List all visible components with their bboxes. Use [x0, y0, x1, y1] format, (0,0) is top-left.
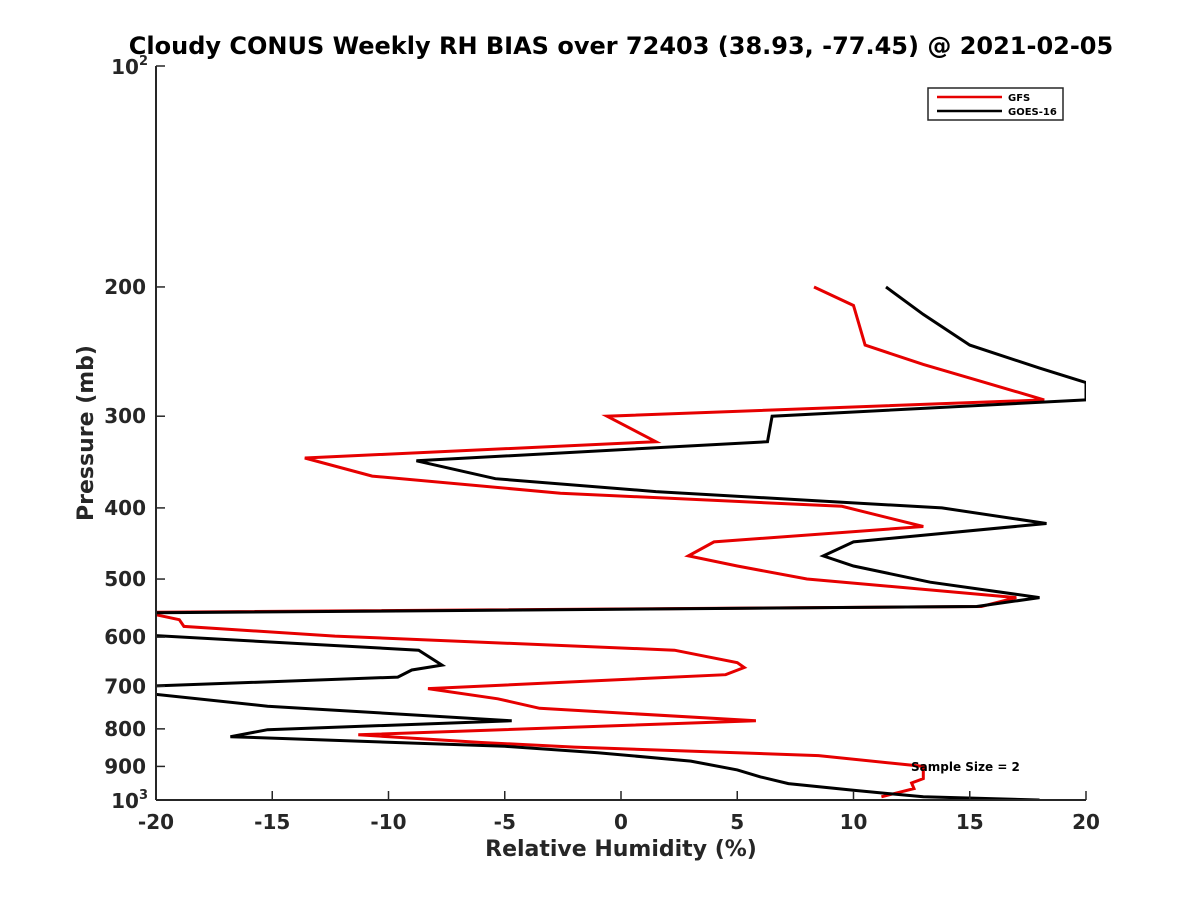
- x-tick-label: -5: [494, 810, 516, 834]
- tick-layer: -20 -15 -10 -5 0 5 10 15 20 200 300 400 500 600 700 800…: [104, 54, 1100, 834]
- x-tick-label: 0: [614, 810, 628, 834]
- y-tick-label: 800: [104, 717, 146, 741]
- x-tick-label: 10: [840, 810, 868, 834]
- legend-label-goes16: GOES-16: [1008, 107, 1057, 118]
- legend-label-gfs: GFS: [1008, 93, 1030, 104]
- legend: GFS GOES-16: [927, 87, 1064, 121]
- x-tick-label: -20: [138, 810, 174, 834]
- power-exponent: 3: [139, 788, 148, 803]
- y-tick-label-power: 102: [111, 54, 148, 79]
- power-base: 10: [111, 55, 139, 79]
- y-tick-label-power: 103: [111, 788, 148, 813]
- y-tick-label: 300: [104, 404, 146, 428]
- power-base: 10: [111, 789, 139, 813]
- sample-size-annotation: Sample Size = 2: [911, 760, 1020, 774]
- y-axis-label: Pressure (mb): [74, 345, 99, 521]
- x-tick-label: -10: [370, 810, 406, 834]
- legend-box: [927, 87, 1064, 121]
- x-tick-label: 5: [730, 810, 744, 834]
- y-tick-label: 700: [104, 674, 146, 698]
- y-tick-label: 900: [104, 754, 146, 778]
- series-line-gfs: [156, 285, 1045, 799]
- x-tick-label: 20: [1072, 810, 1100, 834]
- power-exponent: 2: [139, 54, 148, 69]
- y-tick-label: 200: [104, 275, 146, 299]
- x-tick-label: -15: [254, 810, 290, 834]
- series-line-goes16: [156, 285, 1086, 800]
- x-axis-label: Relative Humidity (%): [485, 837, 757, 862]
- chart-title: Cloudy CONUS Weekly RH BIAS over 72403 (…: [129, 32, 1113, 60]
- x-tick-label: 15: [956, 810, 984, 834]
- y-tick-label: 400: [104, 496, 146, 520]
- series-layer: [156, 285, 1086, 800]
- y-tick-label: 500: [104, 567, 146, 591]
- y-tick-label: 600: [104, 625, 146, 649]
